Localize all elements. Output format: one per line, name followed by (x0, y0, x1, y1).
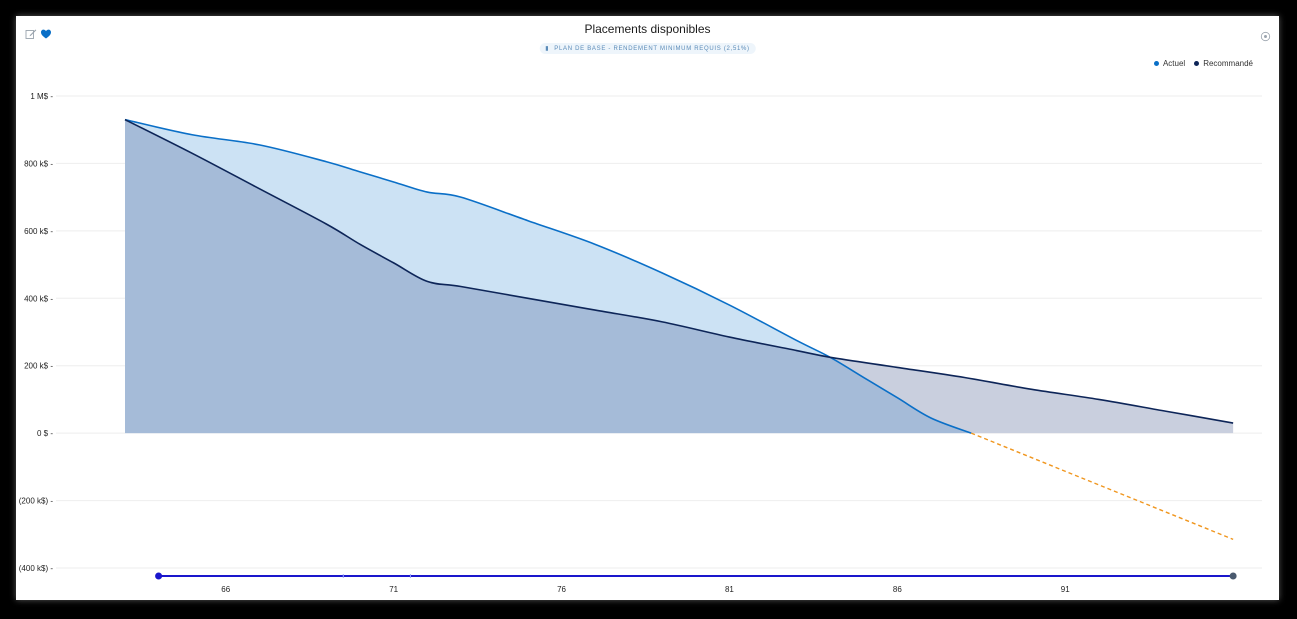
x-tick-label: 71 (389, 585, 398, 594)
chart-title: Placements disponibles (584, 22, 711, 36)
y-tick-label: 400 k$ - (24, 294, 53, 303)
x-tick-label: 76 (557, 585, 566, 594)
range-slider[interactable] (155, 572, 1237, 580)
y-tick-label: 1 M$ - (30, 92, 53, 101)
x-axis: 66 71 76 81 86 91 (221, 585, 1070, 594)
edit-icon[interactable] (25, 28, 37, 40)
line-actuel (124, 118, 972, 434)
series-lines (124, 118, 1234, 540)
legend-label-actuel: Actuel (1162, 59, 1186, 68)
x-tick-label: 66 (221, 585, 230, 594)
bar-chart-icon: ▮ (545, 46, 550, 52)
y-tick-label: 200 k$ - (24, 362, 53, 371)
subtitle-badge[interactable]: ▮ PLAN DE BASE - RENDEMENT MINIMUM REQUI… (539, 43, 756, 54)
legend-dot-recommande (1194, 61, 1200, 66)
legend-item-actuel[interactable]: Actuel (1153, 59, 1186, 68)
legend-dot-actuel (1153, 61, 1159, 66)
line-recommande (124, 118, 1234, 424)
chart-area: 1 M$ - 800 k$ - 600 k$ - 400 k$ - 200 k$ - 0 … (19, 92, 1262, 594)
y-axis: 1 M$ - 800 k$ - 600 k$ - 400 k$ - 200 k$ - 0 … (19, 92, 54, 573)
heart-icon[interactable] (40, 28, 52, 40)
area-fills (125, 119, 1234, 434)
area-overlap (125, 119, 972, 434)
chart-panel: Placements disponibles ▮ PLAN DE BASE - … (16, 16, 1279, 600)
legend-label-recommande: Recommandé (1203, 59, 1253, 68)
y-tick-label: 0 $ - (37, 429, 53, 438)
x-tick-label: 81 (725, 585, 734, 594)
y-tick-label: 600 k$ - (24, 227, 53, 236)
line-actuel-projection (970, 432, 1234, 540)
range-slider-start-handle[interactable] (155, 572, 163, 580)
x-tick-label: 91 (1061, 585, 1070, 594)
x-tick-label: 86 (893, 585, 902, 594)
y-tick-label: (400 k$) - (19, 564, 54, 573)
subtitle-text: PLAN DE BASE - RENDEMENT MINIMUM REQUIS … (554, 45, 750, 52)
range-slider-end-handle[interactable] (1229, 572, 1237, 580)
legend-item-recommande[interactable]: Recommandé (1194, 59, 1253, 68)
y-tick-label: 800 k$ - (24, 159, 53, 168)
legend: Actuel Recommandé (1153, 59, 1253, 68)
settings-icon[interactable] (1260, 31, 1271, 42)
y-tick-label: (200 k$) - (19, 497, 54, 506)
